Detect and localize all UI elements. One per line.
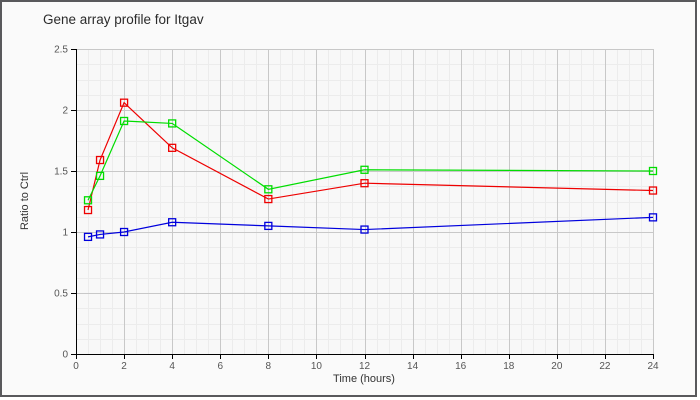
green-series-line — [87, 120, 654, 201]
green-series-marker — [83, 196, 93, 205]
green-series-marker — [648, 166, 658, 176]
x-tick-label: 6 — [217, 361, 223, 372]
blue-series-line — [87, 216, 654, 238]
y-axis-label: Ratio to Ctrl — [19, 171, 31, 231]
red-series-line — [87, 101, 654, 211]
red-series-marker — [264, 194, 273, 204]
red-series-marker — [648, 186, 658, 195]
green-series-marker — [264, 185, 273, 194]
x-tick-label: 24 — [647, 361, 659, 372]
chart-title: Gene array profile for Itgav — [43, 12, 204, 27]
green-series-marker — [119, 116, 129, 126]
y-tick-label: 0.5 — [54, 289, 68, 300]
x-tick-label: 0 — [73, 361, 79, 372]
y-tick-label: 1.5 — [54, 167, 68, 178]
blue-series-marker — [648, 213, 658, 222]
blue-series-marker — [264, 221, 273, 231]
y-tick-label: 2 — [62, 106, 68, 117]
green-series-marker — [360, 165, 369, 174]
green-series-marker — [168, 119, 177, 128]
blue-series-marker — [83, 232, 93, 242]
x-tick-label: 22 — [599, 361, 611, 372]
red-series-marker — [95, 155, 105, 165]
y-tick-label: 1 — [62, 228, 68, 239]
x-tick-label: 12 — [359, 361, 371, 372]
blue-series-marker — [360, 225, 369, 234]
red-series-marker — [83, 205, 93, 215]
blue-series-marker — [119, 227, 129, 237]
red-series-marker — [168, 143, 177, 152]
blue-series-marker — [95, 230, 105, 239]
x-tick-label: 20 — [551, 361, 563, 372]
axes — [71, 49, 654, 359]
green-series-marker — [95, 171, 105, 181]
red-series-marker — [360, 179, 369, 188]
x-tick-label: 14 — [407, 361, 419, 372]
x-tick-label: 10 — [311, 361, 323, 372]
x-tick-label: 16 — [455, 361, 467, 372]
blue-series-marker — [168, 218, 177, 227]
x-tick-label: 2 — [121, 361, 127, 372]
grid-minor — [76, 49, 653, 354]
y-tick-label: 0 — [62, 350, 68, 361]
x-tick-label: 18 — [503, 361, 515, 372]
x-tick-label: 4 — [169, 361, 175, 372]
red-series-marker — [119, 98, 129, 107]
x-tick-label: 8 — [266, 361, 272, 372]
y-tick-label: 2.5 — [54, 45, 68, 56]
x-axis-label: Time (hours) — [333, 373, 395, 385]
